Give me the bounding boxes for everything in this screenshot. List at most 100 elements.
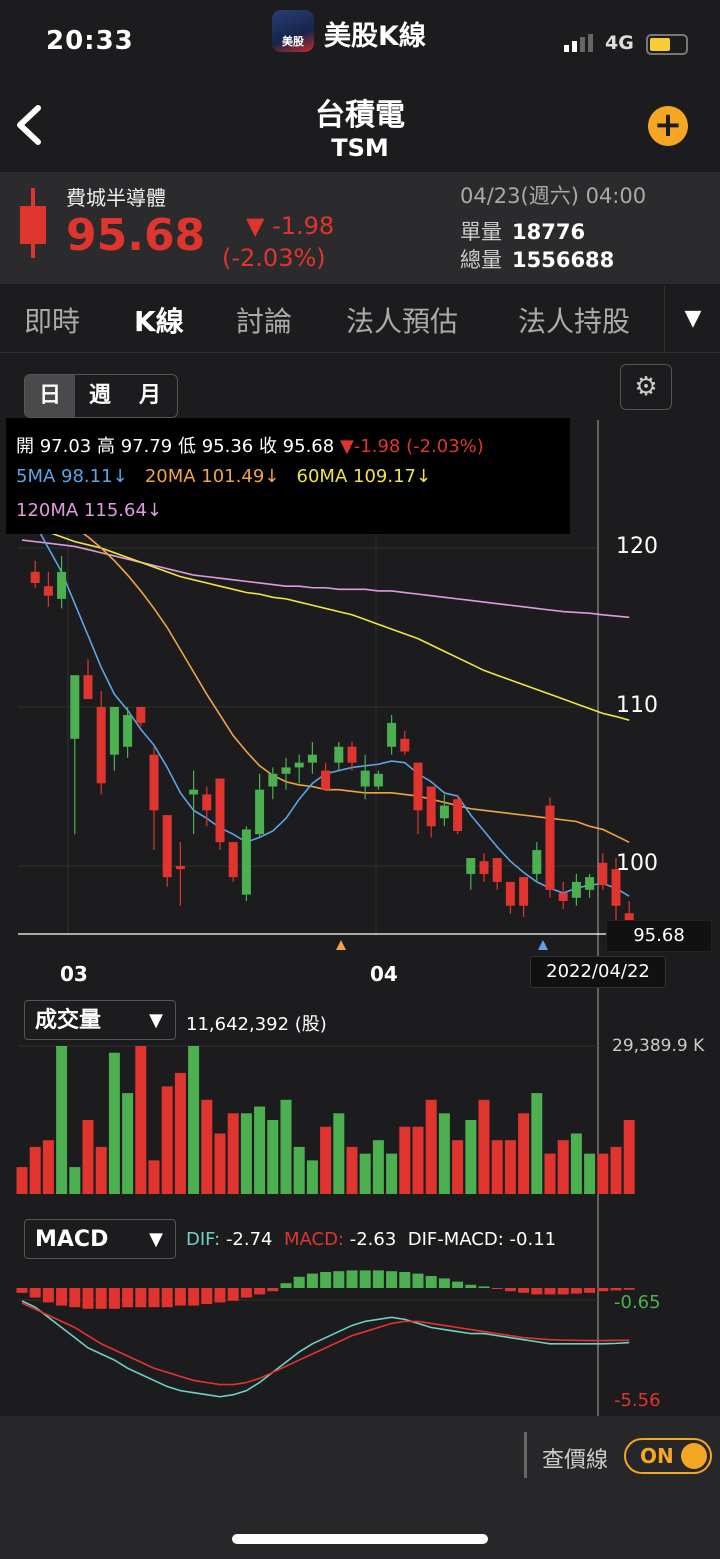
macd-histogram-bar xyxy=(412,1273,424,1288)
tab-kline[interactable]: K線 xyxy=(134,305,184,338)
add-watchlist-button[interactable]: + xyxy=(648,106,688,146)
event-marker-icon xyxy=(336,940,346,950)
volume-bar xyxy=(333,1113,345,1194)
settings-gear-icon[interactable]: ⚙ xyxy=(620,364,672,410)
tab-institutional-holding[interactable]: 法人持股 xyxy=(518,305,631,338)
candle-body xyxy=(413,762,423,811)
candle-body xyxy=(439,805,449,819)
macd-histogram-bar xyxy=(174,1288,186,1306)
period-month[interactable]: 月 xyxy=(138,383,161,408)
period-week[interactable]: 週 xyxy=(88,383,111,408)
stock-name: 台積電 xyxy=(315,98,405,133)
candle-body xyxy=(519,877,529,906)
macd-selector[interactable]: MACD ▼ xyxy=(24,1219,176,1259)
crosshair-price-label: 95.68 xyxy=(606,920,712,952)
signal-icon xyxy=(564,34,593,52)
kline-chart[interactable] xyxy=(0,352,720,1416)
candle-body xyxy=(281,767,291,774)
candle-body xyxy=(149,754,159,811)
macd-histogram-bar xyxy=(95,1288,107,1309)
volume-bar xyxy=(188,1046,200,1194)
volume-selector[interactable]: 成交量 ▼ xyxy=(24,1000,176,1040)
macd-histogram-bar xyxy=(69,1288,81,1308)
tab-realtime[interactable]: 即時 xyxy=(24,305,81,338)
back-icon[interactable] xyxy=(14,104,44,156)
crosshair-date-label: 2022/04/22 xyxy=(530,956,666,988)
candle-body xyxy=(492,858,502,882)
candle-body xyxy=(545,805,555,890)
volume-bar xyxy=(320,1126,332,1194)
candle-body xyxy=(598,862,608,886)
macd-histogram-bar xyxy=(623,1288,635,1290)
candle-body xyxy=(109,707,119,755)
event-marker-icon xyxy=(538,940,548,950)
macd-histogram-bar xyxy=(570,1288,582,1294)
macd-histogram-bar xyxy=(504,1288,516,1292)
volume-bar xyxy=(610,1146,622,1194)
app-logo-icon: 美股 xyxy=(272,10,314,52)
home-indicator[interactable] xyxy=(232,1534,488,1544)
candle-body xyxy=(571,881,581,898)
volume-bar xyxy=(306,1160,318,1194)
candle-body xyxy=(96,707,106,784)
macd-histogram-bar xyxy=(240,1288,252,1298)
reference-line-toggle[interactable]: ON xyxy=(624,1438,712,1474)
candle-body xyxy=(57,571,67,599)
candle-body xyxy=(30,571,40,583)
macd-histogram-bar xyxy=(452,1281,464,1288)
macd-histogram-bar xyxy=(108,1288,120,1309)
macd-histogram-bar xyxy=(333,1271,345,1288)
ohlc-info: 開 97.03 高 97.79 低 95.36 收 95.68 ▼-1.98 (… xyxy=(6,418,570,534)
tab-bar xyxy=(0,286,720,353)
macd-histogram-bar xyxy=(161,1288,173,1308)
macd-histogram-bar xyxy=(267,1288,279,1292)
volume-bar xyxy=(16,1167,28,1194)
x-label-04: 04 xyxy=(370,962,398,986)
candle-body xyxy=(70,675,80,739)
macd-y-bottom: -5.56 xyxy=(614,1390,661,1411)
price-change-pct: (-2.03%) xyxy=(222,244,326,272)
macd-histogram-bar xyxy=(56,1288,68,1306)
tab-discussion[interactable]: 討論 xyxy=(236,305,293,338)
macd-histogram-bar xyxy=(320,1272,332,1288)
candle-body xyxy=(400,738,410,752)
volume-bar xyxy=(214,1133,226,1194)
tab-more-button[interactable]: ▼ xyxy=(664,286,720,352)
ma5-line xyxy=(21,507,630,897)
volume-bar xyxy=(491,1140,503,1194)
candle-body xyxy=(43,586,53,596)
volume-bar xyxy=(597,1153,609,1194)
volume-bar xyxy=(438,1113,450,1194)
macd-y-top: -0.65 xyxy=(614,1292,661,1313)
candle-body xyxy=(255,789,265,835)
volume-bar xyxy=(518,1113,530,1194)
period-day[interactable]: 日 xyxy=(25,375,75,417)
candle-body xyxy=(294,762,304,768)
volume-bar xyxy=(372,1140,384,1194)
macd-histogram-bar xyxy=(438,1278,450,1288)
macd-histogram-bar xyxy=(465,1284,477,1288)
macd-histogram-bar xyxy=(399,1272,411,1288)
macd-histogram-bar xyxy=(254,1288,266,1295)
macd-histogram-bar xyxy=(610,1288,622,1291)
tab-institutional-estimate[interactable]: 法人預估 xyxy=(346,305,459,338)
candle-body xyxy=(175,866,185,870)
volume-bar xyxy=(478,1099,490,1194)
candle-body xyxy=(360,770,370,787)
ohlc-part: ▼-1.98 (-2.03%) xyxy=(339,436,484,457)
volume-bar xyxy=(56,1046,68,1194)
candle-body xyxy=(228,842,238,878)
volume-bar xyxy=(267,1120,279,1194)
candle-body xyxy=(268,773,278,787)
price-change: ▼ -1.98 xyxy=(246,212,335,240)
macd-line xyxy=(21,1302,630,1386)
volume-bar xyxy=(108,1052,120,1194)
macd-histogram-bar xyxy=(359,1270,371,1288)
volume-bar xyxy=(161,1086,173,1194)
ohlc-part: 97.03 xyxy=(34,436,97,457)
macd-histogram-bar xyxy=(201,1288,213,1304)
macd-histogram-bar xyxy=(584,1288,596,1293)
macd-histogram-bar xyxy=(531,1288,543,1295)
chevron-down-icon: ▼ xyxy=(149,1010,163,1031)
volume-bar xyxy=(399,1126,411,1194)
